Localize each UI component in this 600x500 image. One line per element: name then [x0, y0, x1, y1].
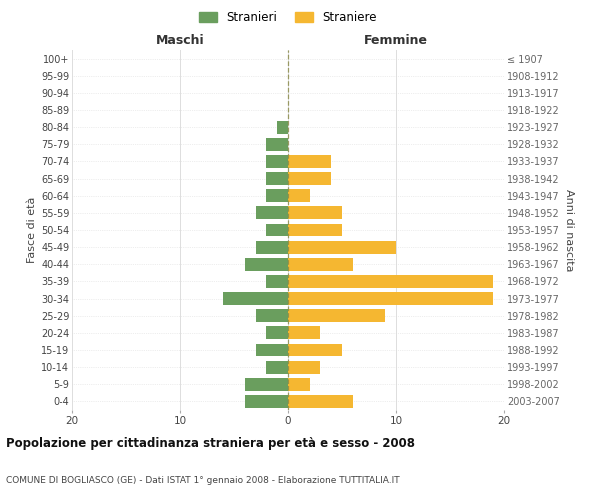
Bar	[288, 155, 331, 168]
Bar	[288, 360, 320, 374]
Bar	[266, 275, 288, 288]
Bar	[223, 292, 288, 305]
Legend: Stranieri, Straniere: Stranieri, Straniere	[199, 11, 377, 24]
Text: Popolazione per cittadinanza straniera per età e sesso - 2008: Popolazione per cittadinanza straniera p…	[6, 437, 415, 450]
Bar	[288, 224, 342, 236]
Bar	[266, 360, 288, 374]
Text: Femmine: Femmine	[364, 34, 428, 46]
Y-axis label: Anni di nascita: Anni di nascita	[564, 188, 574, 271]
Bar	[288, 275, 493, 288]
Text: COMUNE DI BOGLIASCO (GE) - Dati ISTAT 1° gennaio 2008 - Elaborazione TUTTITALIA.: COMUNE DI BOGLIASCO (GE) - Dati ISTAT 1°…	[6, 476, 400, 485]
Bar	[245, 258, 288, 270]
Bar	[288, 344, 342, 356]
Bar	[256, 344, 288, 356]
Bar	[288, 378, 310, 390]
Bar	[266, 326, 288, 340]
Bar	[266, 190, 288, 202]
Bar	[288, 258, 353, 270]
Bar	[288, 206, 342, 220]
Bar	[266, 138, 288, 150]
Bar	[288, 292, 493, 305]
Bar	[277, 120, 288, 134]
Bar	[266, 155, 288, 168]
Bar	[288, 326, 320, 340]
Bar	[256, 310, 288, 322]
Text: Maschi: Maschi	[155, 34, 205, 46]
Bar	[256, 240, 288, 254]
Y-axis label: Fasce di età: Fasce di età	[26, 197, 37, 263]
Bar	[288, 310, 385, 322]
Bar	[245, 378, 288, 390]
Bar	[288, 240, 396, 254]
Bar	[245, 395, 288, 408]
Bar	[266, 224, 288, 236]
Bar	[288, 395, 353, 408]
Bar	[288, 172, 331, 185]
Bar	[266, 172, 288, 185]
Bar	[288, 190, 310, 202]
Bar	[256, 206, 288, 220]
